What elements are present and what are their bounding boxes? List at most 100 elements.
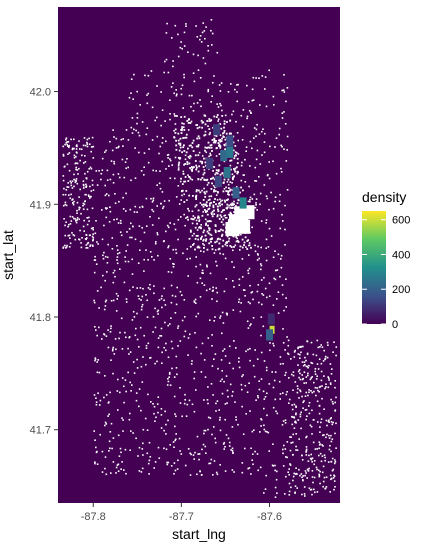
station-point bbox=[320, 421, 322, 424]
station-point bbox=[272, 443, 274, 445]
station-point bbox=[204, 210, 207, 213]
station-point bbox=[304, 474, 306, 477]
station-point bbox=[107, 402, 110, 404]
station-point bbox=[109, 206, 111, 208]
station-point bbox=[197, 215, 200, 218]
station-point bbox=[211, 210, 214, 213]
station-point bbox=[301, 493, 303, 496]
station-point bbox=[217, 142, 220, 144]
station-point bbox=[177, 325, 180, 327]
station-point bbox=[221, 109, 223, 112]
station-point bbox=[84, 144, 87, 147]
station-point bbox=[224, 214, 227, 217]
station-point bbox=[190, 363, 193, 365]
station-point bbox=[230, 159, 233, 162]
station-point bbox=[194, 226, 197, 229]
station-point bbox=[244, 447, 246, 450]
station-point bbox=[169, 222, 171, 224]
station-point bbox=[171, 347, 174, 350]
station-point bbox=[175, 89, 177, 91]
station-point bbox=[285, 371, 287, 374]
station-point bbox=[213, 137, 216, 140]
station-point bbox=[176, 93, 178, 95]
station-point bbox=[168, 373, 171, 375]
station-point bbox=[235, 120, 237, 123]
station-point bbox=[290, 358, 292, 360]
station-point bbox=[222, 218, 225, 221]
station-point bbox=[213, 189, 216, 191]
station-point bbox=[166, 384, 169, 386]
station-point bbox=[172, 65, 174, 68]
station-point bbox=[73, 217, 75, 220]
station-point bbox=[197, 453, 199, 455]
station-point bbox=[139, 326, 142, 329]
station-point bbox=[221, 115, 224, 117]
station-point bbox=[86, 242, 89, 245]
station-point bbox=[305, 359, 307, 362]
station-point bbox=[222, 229, 224, 232]
station-point bbox=[264, 396, 267, 398]
station-point bbox=[223, 290, 226, 293]
station-point bbox=[300, 345, 302, 348]
x-tick-label: -87.6 bbox=[257, 511, 282, 523]
station-point bbox=[211, 237, 213, 240]
station-point bbox=[222, 443, 225, 445]
station-point bbox=[219, 134, 222, 136]
station-point bbox=[210, 101, 212, 103]
station-point bbox=[136, 367, 139, 369]
station-point bbox=[92, 228, 94, 231]
station-point bbox=[174, 413, 176, 415]
station-point bbox=[91, 235, 94, 238]
station-point bbox=[121, 158, 124, 161]
station-point bbox=[139, 240, 142, 243]
station-point bbox=[154, 119, 156, 122]
station-point bbox=[245, 146, 248, 148]
station-point bbox=[187, 354, 189, 356]
station-point bbox=[175, 148, 178, 151]
station-point bbox=[237, 239, 239, 242]
station-point bbox=[268, 282, 271, 285]
station-point bbox=[285, 475, 287, 478]
station-point bbox=[110, 422, 113, 425]
station-point bbox=[110, 327, 112, 330]
station-point bbox=[326, 356, 329, 359]
station-point bbox=[219, 198, 221, 201]
station-point bbox=[304, 364, 306, 366]
station-point bbox=[246, 320, 249, 323]
station-point bbox=[130, 126, 133, 129]
station-point bbox=[285, 297, 287, 299]
station-point bbox=[220, 228, 222, 231]
station-point bbox=[70, 220, 73, 222]
station-point bbox=[94, 462, 96, 465]
station-point bbox=[245, 350, 247, 353]
station-point bbox=[318, 444, 321, 446]
station-point bbox=[324, 357, 327, 360]
station-point bbox=[313, 381, 315, 384]
station-point bbox=[230, 83, 232, 85]
station-point bbox=[185, 25, 187, 27]
station-point bbox=[206, 147, 208, 149]
station-point bbox=[118, 176, 121, 179]
station-point bbox=[128, 289, 131, 292]
station-point bbox=[201, 474, 203, 476]
station-point bbox=[209, 462, 212, 465]
station-point bbox=[210, 458, 213, 461]
station-point bbox=[137, 455, 139, 457]
station-point bbox=[260, 263, 262, 265]
station-point bbox=[198, 216, 200, 219]
station-point bbox=[288, 494, 291, 496]
station-point bbox=[241, 139, 244, 141]
station-point bbox=[178, 437, 181, 440]
station-point bbox=[334, 461, 337, 463]
station-point bbox=[125, 390, 127, 393]
station-point bbox=[97, 392, 99, 394]
station-point bbox=[277, 312, 280, 314]
station-point bbox=[79, 188, 81, 191]
station-point bbox=[64, 201, 67, 204]
station-point bbox=[274, 486, 277, 489]
station-point bbox=[192, 150, 195, 152]
station-point bbox=[260, 220, 263, 222]
station-point bbox=[174, 469, 177, 472]
station-point bbox=[116, 249, 119, 251]
station-point bbox=[189, 167, 191, 169]
